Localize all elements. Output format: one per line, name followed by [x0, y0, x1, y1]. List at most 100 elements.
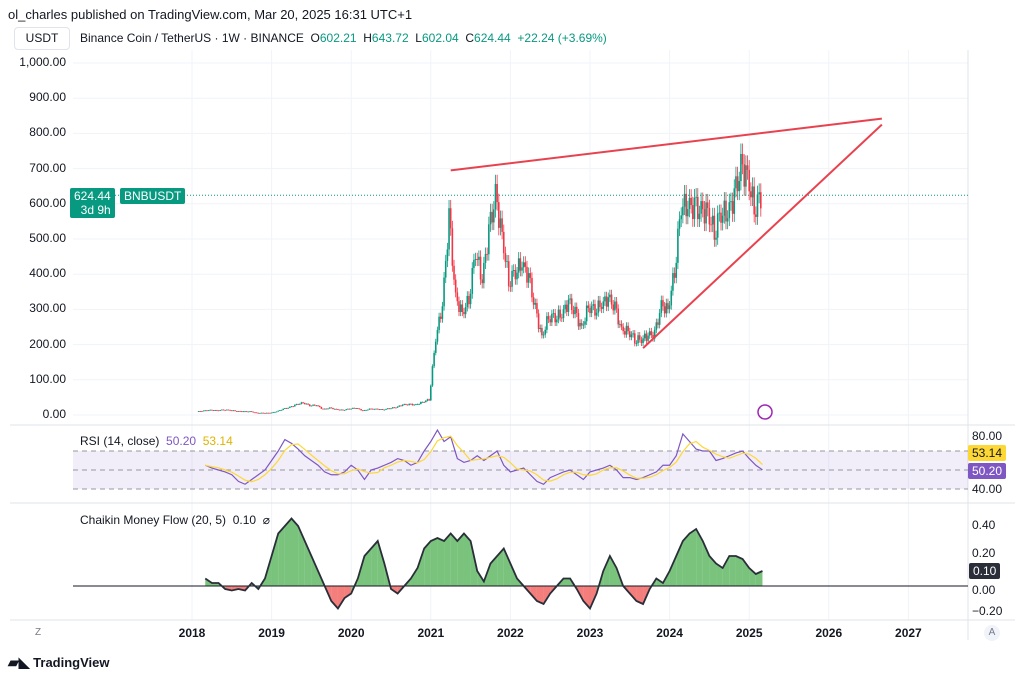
candle-body: [521, 267, 523, 271]
candle-body: [663, 306, 666, 314]
cmf-area-segment: [563, 578, 571, 586]
candle-body: [473, 259, 475, 269]
zoom-reset-button[interactable]: Z: [35, 627, 42, 638]
candle-body: [688, 197, 691, 210]
candle-body: [751, 186, 754, 198]
candle-body: [554, 313, 556, 323]
candle-body: [270, 412, 273, 414]
cmf-area-segment: [284, 518, 292, 586]
candle-body: [206, 410, 208, 412]
symbol-tag: BNBUSDT: [120, 188, 186, 204]
candle-body: [692, 205, 694, 220]
flash-icon: [757, 404, 773, 420]
candle-body: [295, 404, 298, 405]
candle-body: [561, 317, 563, 319]
candle-body: [522, 262, 525, 268]
candle-body: [574, 306, 576, 315]
rsi-value-tag: 50.20: [968, 463, 1007, 479]
candle-body: [721, 215, 724, 223]
candle-body: [237, 411, 240, 412]
rsi-legend[interactable]: RSI (14, close) 50.20 53.14: [80, 434, 233, 448]
candle-body: [756, 194, 759, 217]
last-price-tag: 624.44 3d 9h: [70, 188, 115, 218]
candle-body: [502, 231, 505, 254]
currency-button[interactable]: USDT: [14, 27, 70, 50]
candle-body: [413, 404, 416, 406]
cmf-area-segment: [503, 548, 511, 586]
candle-body: [204, 410, 207, 412]
candle-body: [197, 411, 200, 412]
candle-body: [360, 409, 362, 411]
cmf-legend[interactable]: Chaikin Money Flow (20, 5) 0.10 ⌀: [80, 513, 270, 527]
hidden-values-icon[interactable]: ⌀: [262, 513, 270, 527]
cmf-area-segment: [603, 556, 610, 586]
cmf-value-tag: 0.10: [969, 563, 1001, 579]
candle-body: [625, 325, 628, 335]
candle-body: [425, 400, 427, 403]
candle-body: [282, 408, 285, 410]
legend-symbol: Binance Coin / TetherUS · 1W · BINANCE O…: [80, 31, 607, 45]
candle-body: [708, 208, 711, 225]
cmf-area-segment: [636, 586, 644, 604]
time-axis-label: 2019: [258, 626, 285, 640]
candle-body: [604, 296, 606, 302]
candle-body: [494, 183, 497, 210]
candle-body: [292, 406, 294, 408]
candle-body: [398, 405, 401, 407]
candle-body: [461, 304, 464, 312]
candle-body: [589, 307, 591, 314]
cmf-axis-020: 0.20: [972, 546, 996, 560]
candle-body: [491, 211, 493, 223]
candle-body: [410, 403, 412, 405]
candle-body: [315, 405, 318, 407]
candle-body: [614, 301, 616, 311]
auto-scale-button[interactable]: A: [984, 625, 1000, 641]
candle-body: [572, 309, 575, 315]
candle-body: [395, 407, 397, 409]
candle-body: [711, 215, 714, 225]
candle-body: [320, 407, 323, 409]
candle-body: [454, 279, 457, 293]
candle-body: [710, 224, 712, 226]
candle-body: [602, 301, 605, 309]
candle-body: [673, 273, 676, 278]
candle-body: [439, 316, 442, 319]
candle-body: [217, 410, 220, 412]
candle-body: [516, 272, 518, 280]
candle-body: [489, 211, 492, 225]
candle-body: [529, 273, 532, 278]
candle-body: [479, 256, 482, 280]
cmf-area-segment: [729, 556, 736, 586]
cmf-area-segment: [304, 541, 312, 586]
candle-body: [222, 409, 225, 411]
cmf-area-segment: [298, 526, 305, 586]
candle-body: [706, 202, 709, 209]
logo-text: TradingView: [33, 655, 110, 670]
candle-body: [562, 309, 565, 319]
price-axis-label: 400.00: [29, 266, 66, 281]
cmf-area-segment: [716, 563, 723, 586]
candle-body: [620, 323, 623, 327]
time-axis-label: 2021: [417, 626, 445, 640]
candle-body: [670, 290, 673, 306]
candle-body: [700, 201, 702, 214]
candle-body: [468, 295, 470, 305]
candle-body: [731, 201, 734, 214]
change-value: +22.24 (+3.69%): [517, 31, 607, 45]
candle-body: [365, 409, 367, 411]
candle-body: [328, 407, 331, 409]
candle-body: [227, 409, 230, 411]
price-axis-label: 1,000.00: [19, 55, 66, 69]
candle-body: [655, 322, 658, 330]
candle-body: [338, 409, 341, 411]
candle-body: [375, 408, 377, 410]
cmf-line: [204, 517, 763, 611]
time-axis-label: 2025: [735, 626, 763, 640]
open-label: O: [310, 31, 320, 45]
candle-body: [746, 165, 749, 170]
candle-body: [551, 313, 553, 323]
candle-body: [252, 411, 255, 413]
candle-body: [466, 295, 469, 308]
candle-body: [415, 404, 417, 406]
